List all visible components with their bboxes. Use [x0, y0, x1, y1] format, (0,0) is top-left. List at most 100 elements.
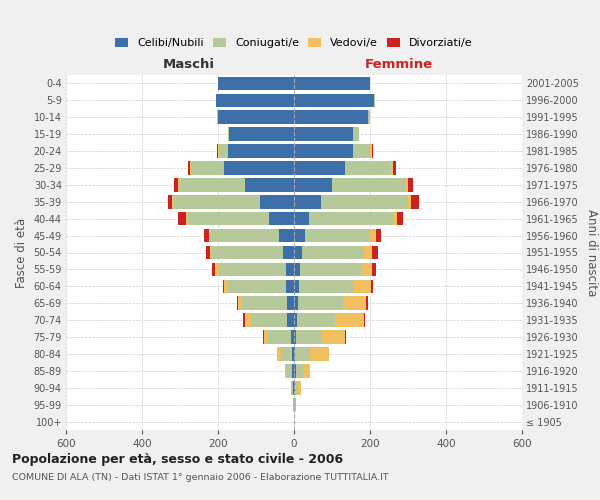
Y-axis label: Fasce di età: Fasce di età: [15, 218, 28, 288]
Bar: [293, 381, 294, 394]
Bar: [368, 110, 370, 124]
Bar: [292, 347, 294, 360]
Bar: [294, 161, 346, 174]
Bar: [370, 144, 372, 158]
Bar: [291, 330, 294, 344]
Text: COMUNE DI ALA (TN) - Dati ISTAT 1° gennaio 2006 - Elaborazione TUTTITALIA.IT: COMUNE DI ALA (TN) - Dati ISTAT 1° genna…: [12, 472, 389, 482]
Bar: [238, 296, 242, 310]
Bar: [175, 195, 260, 208]
Text: Maschi: Maschi: [163, 58, 215, 71]
Bar: [223, 280, 224, 293]
Bar: [294, 347, 295, 360]
Bar: [286, 262, 294, 276]
Bar: [376, 229, 382, 242]
Bar: [294, 246, 302, 260]
Bar: [220, 144, 227, 158]
Bar: [310, 347, 329, 360]
Bar: [305, 229, 370, 242]
Bar: [406, 178, 408, 192]
Bar: [372, 246, 377, 260]
Bar: [298, 381, 301, 394]
Bar: [391, 161, 393, 174]
Bar: [309, 212, 393, 226]
Bar: [397, 212, 403, 226]
Bar: [190, 161, 191, 174]
Bar: [212, 246, 283, 260]
Bar: [364, 314, 365, 327]
Bar: [287, 296, 294, 310]
Bar: [206, 246, 211, 260]
Bar: [294, 144, 353, 158]
Bar: [178, 212, 186, 226]
Bar: [219, 262, 286, 276]
Bar: [265, 330, 268, 344]
Bar: [281, 347, 292, 360]
Bar: [287, 314, 294, 327]
Bar: [227, 144, 294, 158]
Bar: [242, 296, 287, 310]
Bar: [245, 178, 294, 192]
Bar: [370, 229, 376, 242]
Text: Popolazione per età, sesso e stato civile - 2006: Popolazione per età, sesso e stato civil…: [12, 452, 343, 466]
Bar: [300, 262, 361, 276]
Bar: [294, 212, 309, 226]
Bar: [269, 212, 294, 226]
Bar: [188, 161, 190, 174]
Bar: [180, 178, 245, 192]
Bar: [227, 280, 286, 293]
Bar: [302, 246, 364, 260]
Bar: [211, 246, 212, 260]
Bar: [366, 296, 368, 310]
Bar: [393, 212, 397, 226]
Bar: [294, 280, 299, 293]
Bar: [168, 195, 172, 208]
Bar: [353, 144, 370, 158]
Legend: Celibi/Nubili, Coniugati/e, Vedovi/e, Divorziati/e: Celibi/Nubili, Coniugati/e, Vedovi/e, Di…: [112, 34, 476, 51]
Bar: [172, 195, 175, 208]
Bar: [295, 398, 296, 411]
Bar: [186, 212, 188, 226]
Bar: [209, 229, 211, 242]
Bar: [294, 195, 320, 208]
Bar: [372, 262, 376, 276]
Bar: [411, 195, 419, 208]
Bar: [212, 262, 215, 276]
Bar: [294, 128, 353, 141]
Bar: [211, 229, 279, 242]
Bar: [295, 381, 298, 394]
Bar: [372, 144, 373, 158]
Bar: [296, 364, 303, 378]
Bar: [335, 314, 364, 327]
Bar: [408, 195, 411, 208]
Bar: [371, 280, 373, 293]
Bar: [286, 364, 292, 378]
Bar: [290, 381, 292, 394]
Bar: [218, 76, 294, 90]
Bar: [260, 195, 294, 208]
Bar: [236, 296, 238, 310]
Bar: [346, 161, 391, 174]
Bar: [279, 229, 294, 242]
Bar: [294, 262, 300, 276]
Bar: [277, 347, 281, 360]
Bar: [361, 262, 372, 276]
Bar: [294, 381, 295, 394]
Y-axis label: Anni di nascita: Anni di nascita: [586, 209, 598, 296]
Bar: [216, 94, 294, 107]
Bar: [294, 229, 305, 242]
Bar: [227, 128, 229, 141]
Bar: [292, 381, 293, 394]
Bar: [320, 330, 346, 344]
Bar: [332, 178, 406, 192]
Bar: [174, 178, 178, 192]
Bar: [245, 314, 251, 327]
Bar: [320, 195, 408, 208]
Bar: [292, 364, 294, 378]
Bar: [229, 128, 294, 141]
Bar: [244, 314, 245, 327]
Bar: [268, 330, 291, 344]
Bar: [224, 161, 294, 174]
Bar: [294, 76, 370, 90]
Bar: [294, 296, 298, 310]
Bar: [283, 246, 294, 260]
